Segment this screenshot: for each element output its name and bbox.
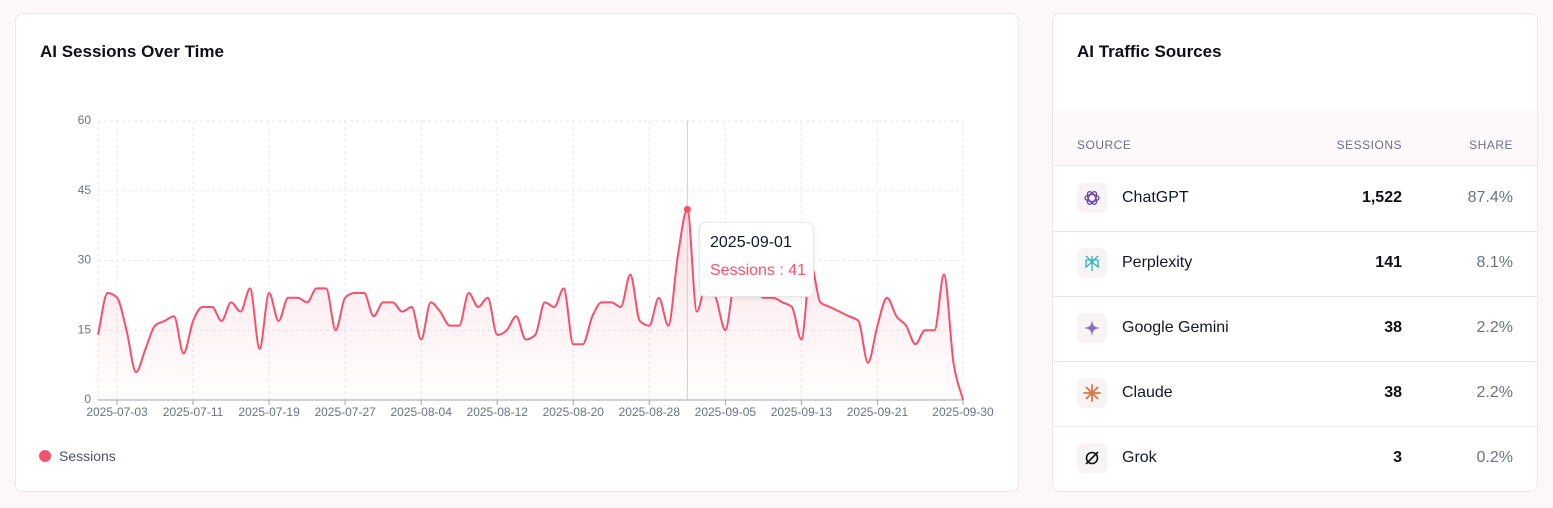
- source-sessions: 141: [1375, 254, 1402, 271]
- table-row: Perplexity 141 8.1%: [1053, 231, 1537, 297]
- source-sessions: 38: [1384, 384, 1402, 401]
- area-fill: [98, 209, 963, 400]
- chart: 0 15 30 45 60 2025-07-03 2025-07-11 2025-07-19 2…: [78, 113, 994, 419]
- source-name: Grok: [1122, 449, 1157, 466]
- x-tick-label: 2025-07-27: [314, 405, 376, 419]
- source-icon: [1077, 378, 1107, 408]
- source-sessions: 3: [1393, 449, 1402, 466]
- legend: Sessions: [39, 448, 116, 464]
- y-tick-label: 15: [78, 322, 92, 336]
- tooltip: 2025-09-01 Sessions : 41: [699, 222, 814, 297]
- x-tick-label: 2025-08-04: [390, 405, 452, 419]
- source-icon: [1077, 183, 1107, 213]
- source-share: 2.2%: [1476, 384, 1513, 401]
- x-tick-label: 2025-08-28: [619, 405, 681, 419]
- chart-title: AI Sessions Over Time: [40, 42, 224, 61]
- source-name: Perplexity: [1122, 254, 1193, 271]
- source-icon: [1077, 443, 1107, 473]
- line: [97, 208, 964, 401]
- y-tick-label: 60: [78, 113, 92, 127]
- source-share: 0.2%: [1476, 449, 1513, 466]
- table-row: Google Gemini 38 2.2%: [1053, 296, 1537, 362]
- source-icon: [1077, 248, 1107, 278]
- tooltip-series: Sessions: [710, 262, 775, 279]
- y-tick-label: 30: [78, 253, 92, 267]
- chart-card: AI Sessions Over Time: [15, 13, 1019, 492]
- y-tick-label: 0: [84, 392, 91, 406]
- y-tick-label: 45: [78, 183, 92, 197]
- tooltip-value: Sessions : 41: [710, 262, 807, 279]
- x-tick-label: 2025-08-12: [467, 405, 529, 419]
- sources-title: AI Traffic Sources: [1077, 42, 1222, 61]
- tooltip-date: 2025-09-01: [710, 234, 792, 251]
- x-tick-label: 2025-07-19: [238, 405, 300, 419]
- source-sessions: 38: [1384, 319, 1402, 336]
- table-row: Grok 3 0.2%: [1053, 426, 1537, 491]
- table-row: ChatGPT 1,522 87.4%: [1053, 166, 1537, 232]
- table-header: SOURCE SESSIONS SHARE: [1053, 110, 1537, 166]
- column-header: SOURCE: [1077, 138, 1132, 152]
- x-tick-label: 2025-08-20: [543, 405, 605, 419]
- tooltip-number: 41: [788, 262, 807, 279]
- x-tick-label: 2025-09-05: [695, 405, 757, 419]
- x-tick-label: 2025-09-21: [847, 405, 909, 419]
- source-sessions: 1,522: [1361, 189, 1402, 206]
- source-icon: [1077, 313, 1107, 343]
- source-name: Google Gemini: [1122, 319, 1229, 336]
- table-row: Claude 38 2.2%: [1053, 361, 1537, 427]
- column-header: SHARE: [1469, 138, 1513, 152]
- source-name: ChatGPT: [1122, 189, 1189, 206]
- x-tick-label: 2025-09-30: [932, 405, 994, 419]
- active-dot: [683, 205, 691, 213]
- source-share: 8.1%: [1476, 254, 1513, 271]
- source-name: Claude: [1122, 384, 1173, 401]
- x-tick-label: 2025-09-13: [771, 405, 833, 419]
- source-share: 87.4%: [1467, 189, 1513, 206]
- legend-label: Sessions: [59, 448, 116, 464]
- sources-card: AI Traffic Sources SOURCE SESSIONS SHARE…: [1052, 13, 1538, 492]
- column-header: SESSIONS: [1336, 138, 1402, 152]
- source-share: 2.2%: [1476, 319, 1513, 336]
- x-tick-label: 2025-07-11: [163, 405, 224, 419]
- x-tick-label: 2025-07-03: [86, 405, 148, 419]
- legend-swatch: [39, 450, 51, 462]
